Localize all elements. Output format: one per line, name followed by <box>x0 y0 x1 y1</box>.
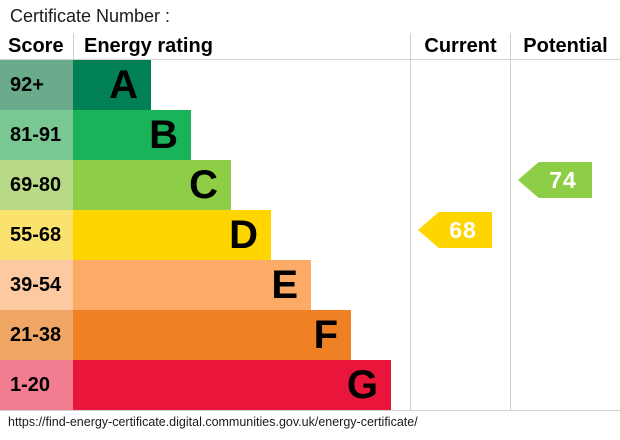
rating-letter-b: B <box>149 113 178 157</box>
certificate-number-label: Certificate Number : <box>10 6 171 26</box>
certificate-service-url: https://find-energy-certificate.digital.… <box>8 415 418 429</box>
header-current: Current <box>410 33 510 59</box>
rating-letter-a: A <box>109 63 138 107</box>
score-range-f: 21-38 <box>0 310 73 360</box>
current-column: 68 <box>410 60 511 410</box>
rating-bar-f: F <box>73 310 351 360</box>
rating-letter-f: F <box>313 313 338 357</box>
band-row-d: 55-68 D <box>0 210 620 260</box>
band-row-b: 81-91 B <box>0 110 620 160</box>
rating-bar-d: D <box>73 210 271 260</box>
rating-letter-g: G <box>346 363 378 407</box>
header-energy-rating: Energy rating <box>73 33 410 59</box>
current-rating-value: 68 <box>449 216 477 243</box>
band-row-f: 21-38 F <box>0 310 620 360</box>
header-potential: Potential <box>510 33 620 59</box>
rating-letter-d: D <box>229 213 258 257</box>
rating-bar-c: C <box>73 160 231 210</box>
score-range-e: 39-54 <box>0 260 73 310</box>
band-row-a: 92+ A <box>0 60 620 110</box>
score-range-g: 1-20 <box>0 360 73 410</box>
band-row-g: 1-20 G <box>0 360 620 410</box>
chart-body: 92+ A 81-91 B 69-80 C 55-68 <box>0 60 620 411</box>
rating-bar-b: B <box>73 110 191 160</box>
potential-rating-value: 74 <box>549 166 577 193</box>
score-range-c: 69-80 <box>0 160 73 210</box>
potential-rating-pointer: 74 <box>518 162 592 198</box>
rating-bar-e: E <box>73 260 311 310</box>
score-range-d: 55-68 <box>0 210 73 260</box>
header-score: Score <box>8 35 64 57</box>
rating-bar-g: G <box>73 360 391 410</box>
score-range-a: 92+ <box>0 60 73 110</box>
chart-header-row: Score Energy rating Current Potential <box>0 33 620 60</box>
rating-letter-c: C <box>189 163 218 207</box>
energy-rating-chart: Score Energy rating Current Potential 92… <box>0 33 620 411</box>
rating-bar-a: A <box>73 60 151 110</box>
band-row-c: 69-80 C <box>0 160 620 210</box>
score-range-b: 81-91 <box>0 110 73 160</box>
band-row-e: 39-54 E <box>0 260 620 310</box>
potential-column: 74 <box>510 60 620 410</box>
rating-letter-e: E <box>271 263 298 307</box>
current-rating-pointer: 68 <box>418 212 492 248</box>
